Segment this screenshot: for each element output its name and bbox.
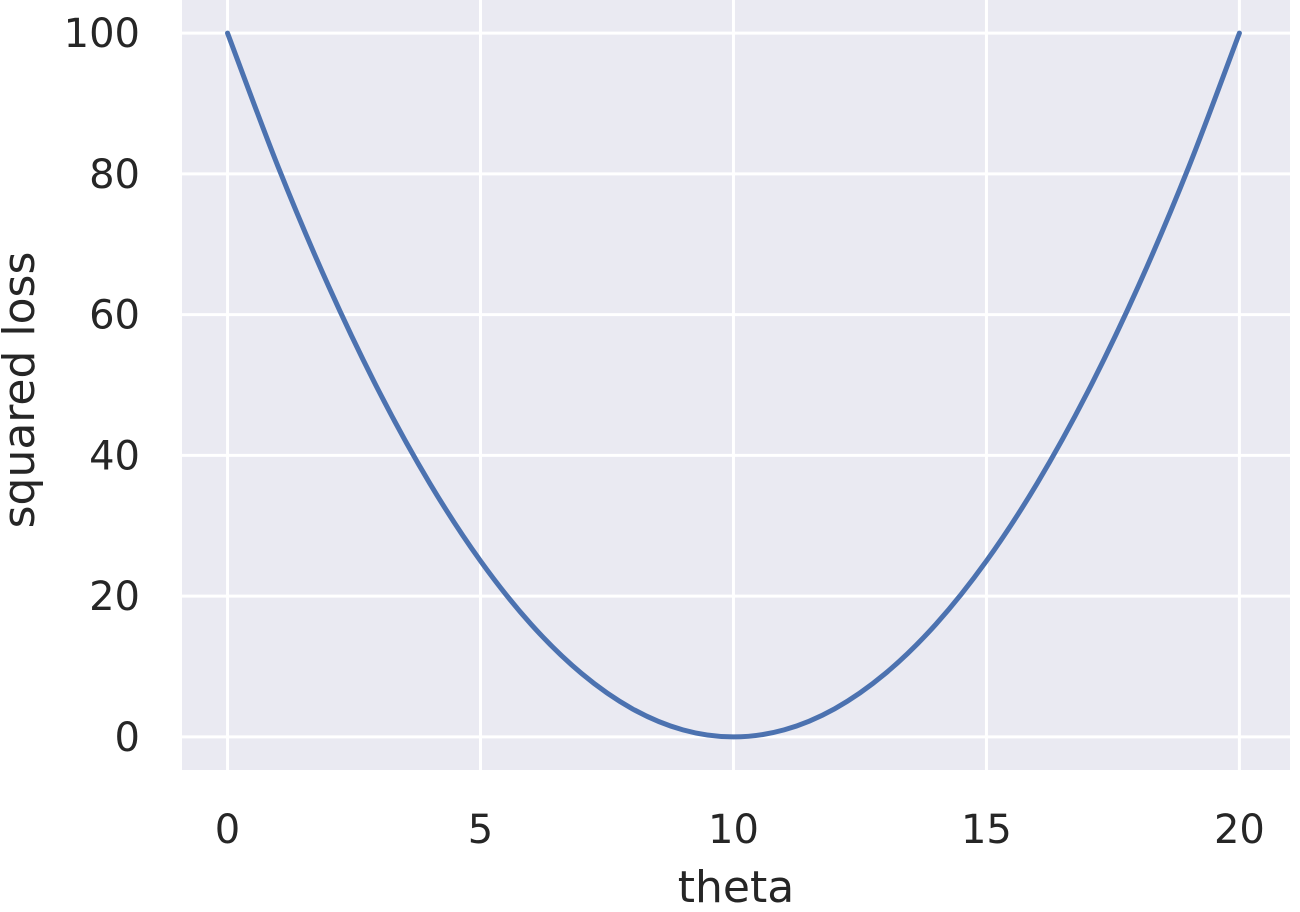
series-line — [225, 30, 1242, 740]
x-tick-label: 20 — [1214, 807, 1265, 853]
y-tick-label: 80 — [89, 152, 140, 198]
x-tick-label: 0 — [215, 807, 240, 853]
y-tick-label: 40 — [89, 433, 140, 479]
y-axis-label: squared loss — [0, 252, 45, 529]
x-tick-label: 5 — [468, 807, 493, 853]
plot-area — [182, 0, 1290, 770]
y-tick-label: 20 — [89, 574, 140, 620]
x-tick-label: 10 — [708, 807, 759, 853]
y-tick-label: 60 — [89, 293, 140, 339]
x-tick-label: 15 — [961, 807, 1012, 853]
y-tick-label: 100 — [64, 11, 140, 57]
x-tick-labels: 0 5 10 15 20 — [215, 807, 1265, 853]
x-axis-label: theta — [678, 862, 794, 912]
y-tick-label: 0 — [115, 715, 140, 761]
y-tick-labels: 0 20 40 60 80 100 — [64, 11, 140, 761]
